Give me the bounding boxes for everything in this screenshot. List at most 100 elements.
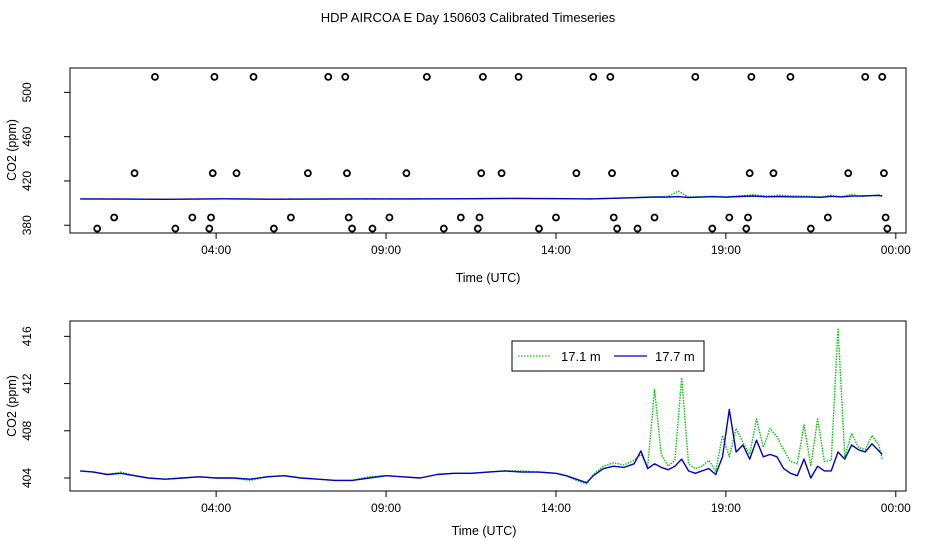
y-tick-label: 500 — [20, 82, 34, 102]
x-tick-label: 19:00 — [711, 243, 741, 257]
data-point — [439, 224, 448, 233]
upper-x-axis-label: Time (UTC) — [456, 271, 521, 285]
data-point — [878, 72, 887, 81]
upper-y-axis-label: CO2 (ppm) — [5, 119, 19, 181]
data-point — [881, 213, 890, 222]
y-tick-label: 412 — [20, 373, 34, 393]
lower-y-axis-label: CO2 (ppm) — [5, 375, 19, 437]
data-point — [93, 224, 102, 233]
data-point — [786, 72, 795, 81]
series-line-17-7-m — [80, 408, 883, 484]
data-point — [823, 213, 832, 222]
data-point — [742, 224, 751, 233]
series-line-17-1-m — [80, 327, 883, 485]
data-point — [650, 213, 659, 222]
data-point — [608, 169, 616, 178]
upper-series-lines — [80, 190, 883, 201]
x-tick-label: 00:00 — [881, 501, 911, 515]
x-tick-label: 19:00 — [711, 501, 741, 515]
data-point — [880, 169, 888, 178]
data-point — [232, 169, 241, 178]
data-point — [208, 169, 217, 178]
data-point — [589, 72, 598, 81]
x-tick-label: 09:00 — [371, 501, 401, 515]
data-point — [769, 169, 778, 178]
x-tick-label: 04:00 — [201, 501, 231, 515]
data-point — [343, 169, 351, 178]
data-point — [303, 169, 312, 178]
data-point — [324, 72, 333, 81]
lower-panel: 04:00 09:00 14:00 19:00 00:00 404 408 412 416 T… — [5, 320, 911, 538]
lower-series-lines — [80, 327, 883, 485]
data-point — [110, 213, 119, 222]
data-point — [368, 224, 377, 233]
series-line-17-7-m — [80, 194, 883, 201]
data-point — [861, 72, 870, 81]
data-point — [477, 169, 486, 178]
data-point — [479, 72, 487, 81]
data-point — [806, 224, 815, 233]
lower-plot-frame — [69, 320, 907, 492]
y-tick-label: 460 — [20, 126, 34, 146]
data-point — [725, 213, 734, 222]
data-point — [207, 213, 215, 222]
data-point — [708, 224, 717, 233]
data-point — [475, 213, 484, 222]
data-point — [747, 72, 756, 81]
legend-label-17-1m: 17.1 m — [561, 349, 601, 364]
data-point — [633, 224, 642, 233]
y-tick-label: 408 — [20, 420, 34, 440]
x-tick-label: 14:00 — [541, 501, 571, 515]
legend-box — [511, 340, 705, 372]
data-point — [456, 213, 465, 222]
data-point — [341, 72, 350, 81]
upper-panel: 04:00 09:00 14:00 19:00 00:00 380 420 460 500 T… — [5, 67, 911, 285]
upper-plot-frame — [69, 67, 907, 234]
data-point — [385, 213, 394, 222]
legend: 17.1 m 17.7 m — [511, 340, 705, 372]
data-point — [249, 72, 258, 81]
x-tick-label: 04:00 — [201, 243, 231, 257]
upper-scatter-points — [93, 72, 892, 233]
y-tick-label: 380 — [20, 215, 34, 235]
y-tick-label: 416 — [20, 326, 34, 346]
data-point — [535, 224, 543, 233]
upper-x-axis: 04:00 09:00 14:00 19:00 00:00 — [201, 233, 911, 257]
data-point — [171, 224, 180, 233]
data-point — [473, 224, 482, 233]
data-point — [402, 169, 411, 178]
data-point — [745, 169, 754, 178]
data-point — [514, 72, 523, 81]
data-point — [348, 224, 356, 233]
legend-label-17-7m: 17.7 m — [655, 349, 695, 364]
lower-x-axis: 04:00 09:00 14:00 19:00 00:00 — [201, 491, 911, 515]
data-point — [744, 213, 752, 222]
upper-y-axis: 380 420 460 500 — [20, 82, 70, 235]
lower-y-axis: 404 408 412 416 — [20, 326, 70, 488]
data-point — [691, 72, 700, 81]
data-point — [552, 213, 560, 222]
data-point — [606, 72, 615, 81]
data-point — [151, 72, 159, 81]
data-point — [671, 169, 679, 178]
data-point — [130, 169, 139, 178]
data-point — [344, 213, 353, 222]
data-point — [883, 224, 892, 233]
figure-title: HDP AIRCOA E Day 150603 Calibrated Times… — [321, 10, 616, 25]
x-tick-label: 09:00 — [371, 243, 401, 257]
data-point — [188, 213, 197, 222]
lower-x-axis-label: Time (UTC) — [452, 524, 517, 538]
y-tick-label: 404 — [20, 468, 34, 488]
data-point — [286, 213, 295, 222]
data-point — [422, 72, 431, 81]
data-point — [844, 169, 853, 178]
data-point — [270, 224, 278, 233]
data-point — [572, 169, 581, 178]
data-point — [205, 224, 214, 233]
data-point — [497, 169, 506, 178]
x-tick-label: 00:00 — [881, 243, 911, 257]
x-tick-label: 14:00 — [541, 243, 571, 257]
y-tick-label: 420 — [20, 171, 34, 191]
data-point — [210, 72, 219, 81]
